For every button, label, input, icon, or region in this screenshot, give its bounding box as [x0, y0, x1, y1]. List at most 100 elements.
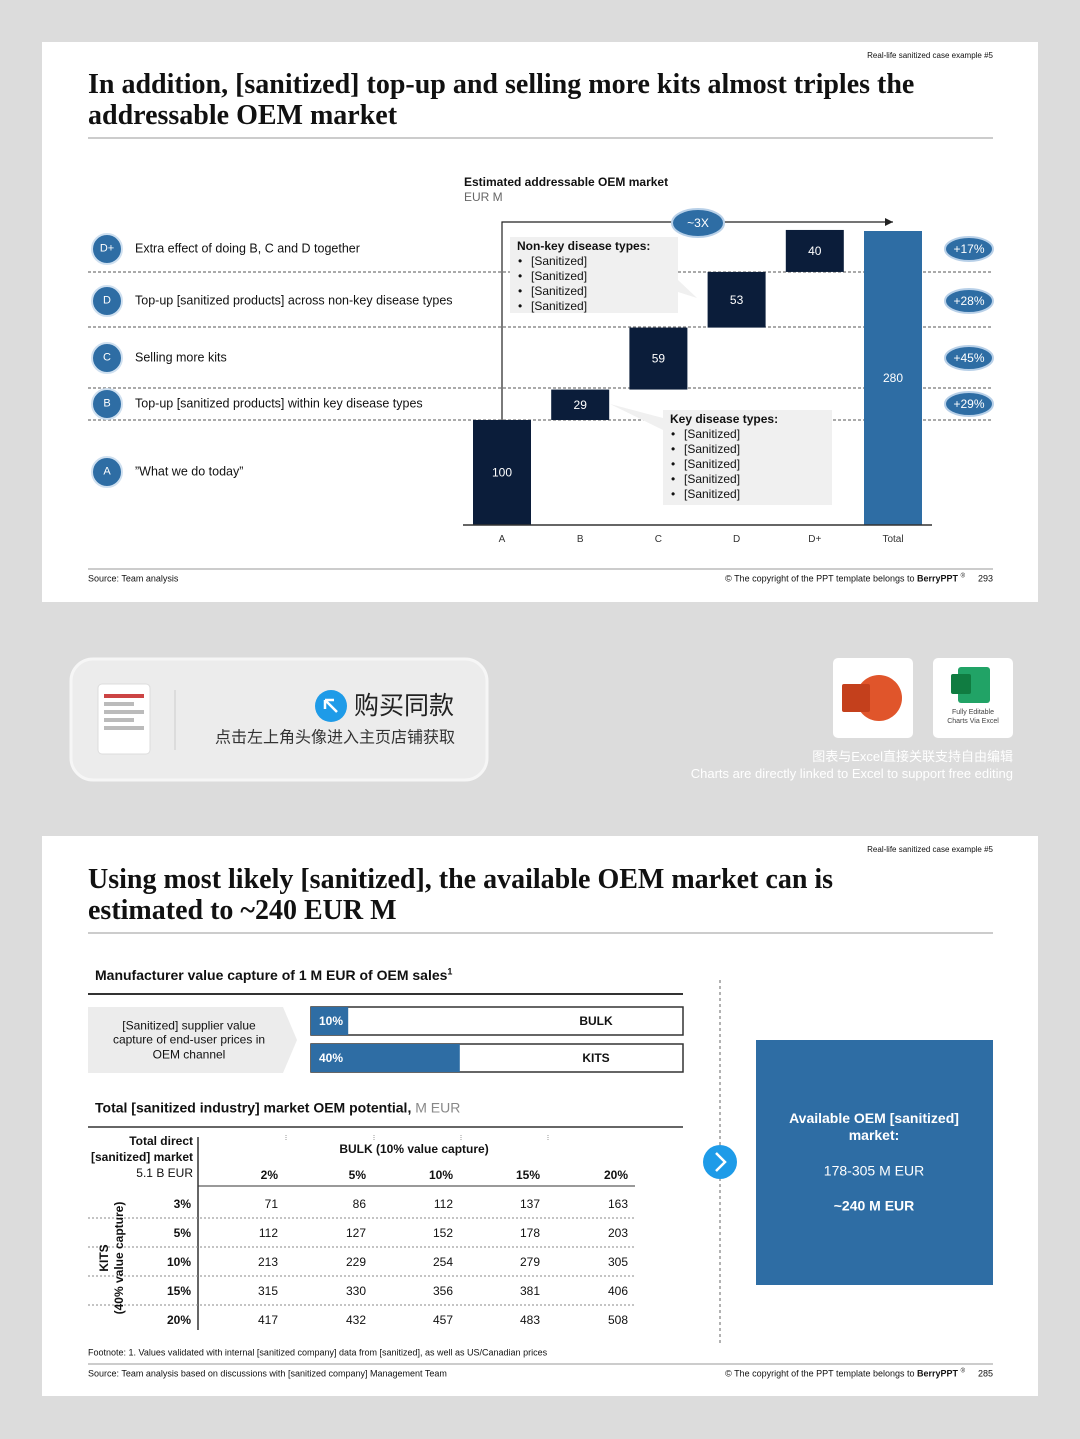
x-tick-label: Total [882, 534, 903, 545]
thumbnail-line [104, 702, 134, 706]
channel-box [88, 1007, 297, 1073]
table-cell: 112 [258, 1225, 278, 1240]
brand: BerryPPT [917, 573, 959, 584]
next-arrow [703, 1145, 737, 1179]
copyright-text: © The copyright of the PPT template belo… [725, 1368, 915, 1379]
row-badge [91, 285, 123, 317]
bar-value: 29 [574, 398, 588, 412]
potential-title: Total [sanitized industry] market OEM po… [95, 1099, 461, 1116]
bar [707, 271, 766, 328]
thumbnail-line [104, 726, 144, 730]
row-text: Extra effect of doing B, C and D togethe… [135, 241, 360, 256]
callout-item: [Sanitized] [518, 299, 587, 314]
row-badge [91, 342, 123, 374]
table-cell: 508 [607, 1312, 628, 1327]
slide-title: Using most likely [sanitized], the avail… [88, 864, 834, 926]
change-pill [944, 236, 994, 262]
x-tick-label: C [655, 534, 662, 545]
row-badge-label: D+ [99, 242, 115, 255]
source: Source: Team analysis [88, 573, 179, 584]
page-number: 293 [977, 573, 993, 584]
table-cell: 152 [432, 1225, 453, 1240]
row-label: 5% [173, 1225, 191, 1240]
table-cell: 203 [607, 1225, 628, 1240]
row-label: 10% [166, 1254, 191, 1269]
table-cell: 254 [432, 1254, 453, 1269]
case-tag: Real-life sanitized case example #5 [867, 51, 993, 61]
next-arrow-chevron [715, 1152, 727, 1172]
thumbnail-line [104, 718, 134, 722]
capture-bar-name: KITS [582, 1050, 610, 1065]
caption-en: Charts are directly linked to Excel to s… [690, 766, 1013, 782]
change-label: +17% [953, 241, 985, 256]
xls-logo-tile [951, 674, 971, 694]
caption-cn: 图表与Excel直接关联支持自由编辑 [812, 749, 1013, 765]
row-text: ”What we do today” [135, 464, 244, 479]
callout-item: [Sanitized] [671, 442, 740, 457]
capture-title: Manufacturer value capture of 1 M EUR of… [95, 966, 453, 983]
callout-title: Key disease types: [670, 411, 779, 426]
row-label: 3% [173, 1196, 191, 1211]
change-label: +29% [953, 396, 985, 411]
callout-title: Non-key disease types: [517, 238, 651, 253]
table-cell: 163 [607, 1196, 628, 1211]
capture-bar [311, 1044, 460, 1072]
corner-label: 5.1 B EUR [136, 1165, 193, 1180]
table-cell: 71 [264, 1196, 278, 1211]
bar [864, 231, 922, 525]
table-cell: 417 [257, 1312, 278, 1327]
callout-item: [Sanitized] [671, 427, 740, 442]
table-cell: 305 [607, 1254, 628, 1269]
change-label: +45% [953, 350, 985, 365]
row-badge [91, 233, 123, 265]
callout-item: [Sanitized] [518, 269, 587, 284]
column-label: 10% [428, 1167, 453, 1182]
buy-hint: 点击左上角头像进入主页店铺获取 [214, 729, 455, 747]
potential-unit: M EUR [415, 1099, 461, 1116]
column-label: 15% [515, 1167, 540, 1182]
bar [629, 327, 688, 390]
x-tick-label: D [733, 534, 740, 545]
source: Source: Team analysis based on discussio… [88, 1368, 447, 1379]
copyright: © The copyright of the PPT template belo… [725, 1369, 965, 1380]
table-cell: 112 [433, 1196, 453, 1211]
x-tick-label: D+ [808, 534, 821, 545]
table-cell: 356 [432, 1283, 453, 1298]
capture-bar-frame [310, 1006, 684, 1036]
row-header: KITS [96, 1244, 111, 1272]
callout-pointer [610, 404, 663, 430]
trademark: ® [960, 1368, 965, 1375]
table-cell: 137 [519, 1196, 540, 1211]
multiplier-label: ~3X [687, 215, 709, 230]
corner-label: Total direct [129, 1133, 193, 1148]
table-cell: 86 [352, 1196, 366, 1211]
callout-item: [Sanitized] [671, 472, 740, 487]
copyright: © The copyright of the PPT template belo… [725, 574, 965, 585]
bar [473, 420, 531, 525]
buy-button: 购买同款 [354, 692, 455, 720]
corner-label: [sanitized] market [90, 1149, 193, 1164]
callout-item: [Sanitized] [518, 254, 587, 269]
table-cell: 432 [345, 1312, 366, 1327]
result-title: Available OEM [sanitized] market: [789, 1110, 959, 1143]
row-label: 15% [166, 1283, 191, 1298]
chart-title: Estimated addressable OEM market [464, 174, 669, 189]
thumbnail-line [104, 710, 144, 714]
footnote-mark: 1 [447, 966, 453, 977]
brand: BerryPPT [917, 1368, 959, 1379]
table-cell: 229 [345, 1254, 366, 1269]
copyright-text: © The copyright of the PPT template belo… [725, 573, 915, 584]
callout-item: [Sanitized] [671, 487, 740, 502]
row-text: Selling more kits [135, 350, 227, 365]
row-text: Top-up [sanitized products] across non-k… [135, 293, 453, 308]
thumbnail-line [104, 694, 144, 698]
multiplier-bracket [501, 221, 893, 420]
row-badge-label: D [103, 294, 111, 307]
slide-title: In addition, [sanitized] top-up and sell… [88, 69, 915, 131]
row-badge-label: A [103, 465, 111, 478]
x-tick-label: B [577, 534, 584, 545]
bar-value: 100 [492, 466, 512, 480]
footnote: Footnote: 1. Values validated with inter… [88, 1347, 548, 1358]
bar-value: 59 [652, 352, 666, 366]
